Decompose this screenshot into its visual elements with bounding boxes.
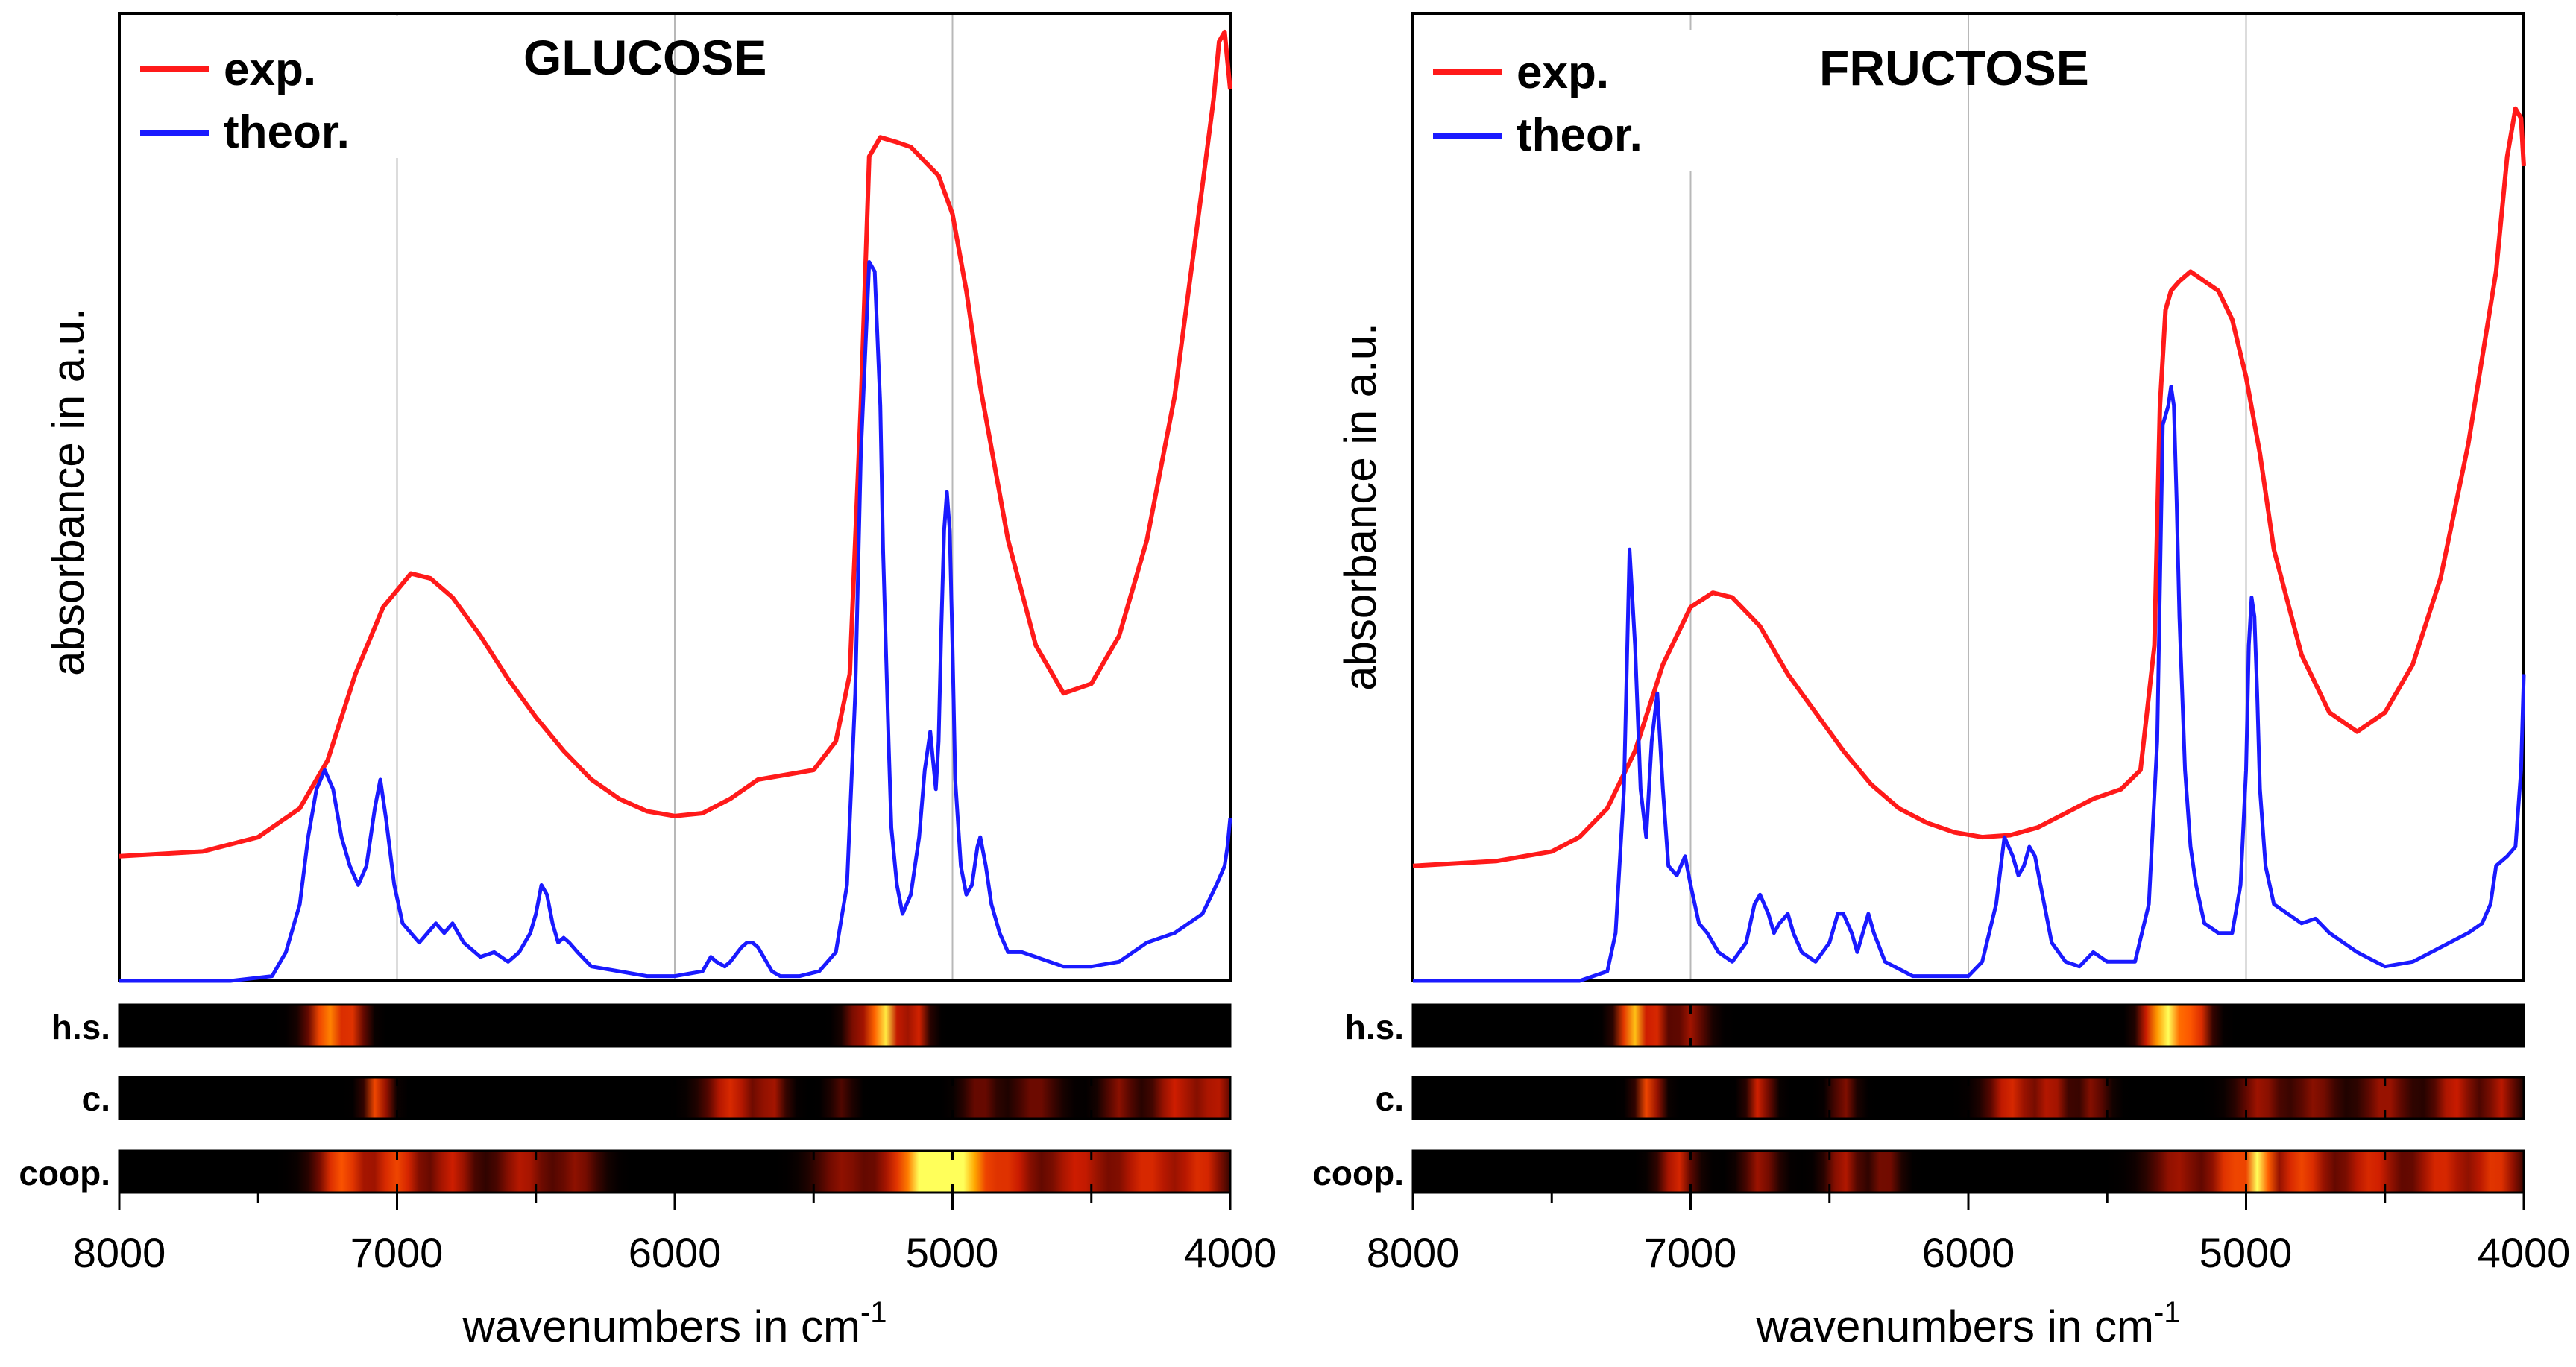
strip-label: c. <box>1376 1079 1404 1118</box>
strip-label: h.s. <box>51 1008 110 1046</box>
legend-box <box>1417 30 1700 171</box>
heat-strip-c: c. <box>82 1076 1232 1120</box>
x-tick-label-5000: 5000 <box>2199 1229 2293 1276</box>
x-axis-label: wavenumbers in cm-1 <box>1755 1296 2180 1351</box>
y-axis-label: absorbance in a.u. <box>43 308 93 676</box>
plot-area <box>1412 106 2526 983</box>
x-axis-label-sup: -1 <box>2154 1296 2181 1329</box>
x-tick-label-4000: 4000 <box>1184 1229 1277 1276</box>
heat-strip-c: c. <box>1376 1076 2525 1120</box>
y-axis-label: absorbance in a.u. <box>1335 323 1385 691</box>
legend-label-theor: theor. <box>224 107 350 158</box>
x-tick-marks <box>1411 1005 2525 1210</box>
heat-strip-hs: h.s. <box>1345 1003 2525 1048</box>
heat-strip-hs: h.s. <box>51 1003 1232 1048</box>
grid-lines <box>396 13 954 981</box>
x-axis-label: wavenumbers in cm-1 <box>462 1296 887 1351</box>
x-tick-label-6000: 6000 <box>629 1229 722 1276</box>
legend-label-exp: exp. <box>1517 47 1609 98</box>
chart-title: GLUCOSE <box>523 30 766 85</box>
legend-label-exp: exp. <box>224 44 316 95</box>
x-axis-label-sup: -1 <box>860 1296 887 1329</box>
strip-label: h.s. <box>1345 1008 1404 1046</box>
x-tick-label-7000: 7000 <box>350 1229 444 1276</box>
heat-strip-coop: coop. <box>1312 1149 2525 1194</box>
legend-label-theor: theor. <box>1517 110 1643 161</box>
x-axis-label-main: wavenumbers in cm <box>1755 1301 2154 1351</box>
chart-title: FRUCTOSE <box>1819 40 2089 95</box>
x-tick-label-7000: 7000 <box>1644 1229 1737 1276</box>
panel-glucose: exp. theor. GLUCOSE absorbance in a.u. h… <box>19 12 1277 1351</box>
series-line-theor <box>1413 385 2526 983</box>
strip-label: coop. <box>1312 1154 1404 1193</box>
x-tick-label-6000: 6000 <box>1922 1229 2015 1276</box>
x-tick-label-8000: 8000 <box>73 1229 166 1276</box>
x-tick-marks <box>118 1005 1232 1210</box>
plot-frame <box>1411 12 2525 982</box>
x-tick-label-8000: 8000 <box>1367 1229 1460 1276</box>
x-axis-label-main: wavenumbers in cm <box>462 1301 860 1351</box>
series-line-exp <box>1412 106 2526 868</box>
series-line-exp <box>119 29 1232 859</box>
x-tick-label-4000: 4000 <box>2478 1229 2571 1276</box>
strip-label: coop. <box>19 1154 110 1193</box>
panel-fructose: exp. theor. FRUCTOSE absorbance in a.u. … <box>1312 12 2571 1351</box>
heat-strip-coop: coop. <box>19 1149 1232 1194</box>
plot-frame <box>118 12 1232 982</box>
strip-label: c. <box>82 1079 110 1118</box>
grid-lines <box>1689 13 2247 981</box>
series-line-theor <box>119 260 1232 983</box>
plot-area <box>119 29 1232 983</box>
x-tick-label-5000: 5000 <box>906 1229 999 1276</box>
